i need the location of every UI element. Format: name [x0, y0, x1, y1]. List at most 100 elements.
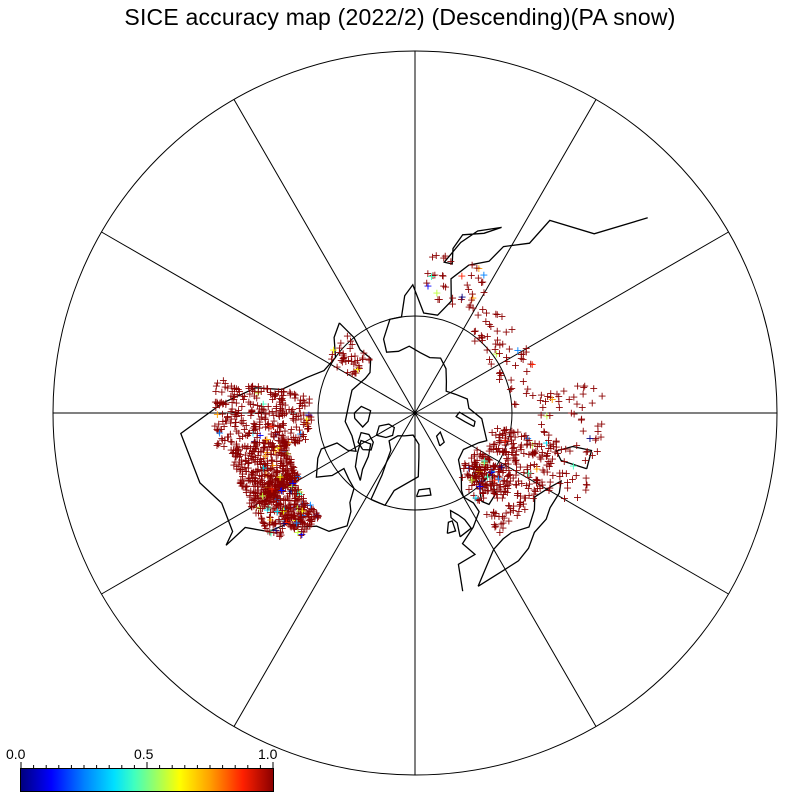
accuracy-marker: + [278, 460, 287, 473]
accuracy-marker: + [241, 449, 250, 462]
coastline [555, 445, 593, 470]
accuracy-marker: + [246, 441, 255, 454]
accuracy-marker: + [255, 496, 264, 509]
accuracy-marker: + [299, 418, 308, 431]
accuracy-marker: + [309, 505, 318, 518]
accuracy-marker: + [517, 352, 526, 365]
accuracy-marker: + [283, 512, 292, 525]
accuracy-marker: + [242, 480, 251, 493]
accuracy-marker: + [512, 454, 521, 467]
accuracy-marker: + [253, 438, 262, 451]
accuracy-marker: + [506, 374, 515, 387]
accuracy-marker: + [287, 456, 296, 469]
accuracy-marker: + [287, 476, 296, 489]
accuracy-marker: + [488, 469, 497, 482]
accuracy-marker: + [274, 434, 283, 447]
accuracy-marker: + [272, 461, 281, 474]
accuracy-marker: + [227, 380, 236, 393]
accuracy-marker: + [247, 404, 256, 417]
accuracy-marker: + [279, 517, 288, 530]
accuracy-marker: + [486, 463, 495, 476]
accuracy-marker: + [271, 474, 280, 487]
accuracy-marker: + [347, 338, 356, 351]
accuracy-marker: + [346, 335, 355, 348]
accuracy-marker: + [277, 433, 286, 446]
accuracy-marker: + [281, 508, 290, 521]
accuracy-marker: + [285, 470, 294, 483]
accuracy-marker: + [491, 338, 500, 351]
accuracy-marker: + [227, 396, 236, 409]
accuracy-marker: + [522, 479, 531, 492]
accuracy-marker: + [257, 473, 266, 486]
accuracy-marker: + [480, 459, 489, 472]
accuracy-marker: + [337, 354, 346, 367]
accuracy-marker: + [252, 440, 261, 453]
accuracy-marker: + [293, 523, 302, 536]
accuracy-marker: + [232, 382, 241, 395]
accuracy-marker: + [230, 390, 239, 403]
accuracy-marker: + [495, 436, 504, 449]
accuracy-marker: + [293, 487, 302, 500]
accuracy-marker: + [299, 518, 308, 531]
accuracy-marker: + [267, 461, 276, 474]
accuracy-marker: + [293, 470, 302, 483]
accuracy-marker: + [261, 434, 270, 447]
accuracy-marker: + [280, 502, 289, 515]
accuracy-marker: + [300, 517, 309, 530]
accuracy-marker: + [217, 423, 226, 436]
accuracy-marker: + [256, 445, 265, 458]
accuracy-marker: + [499, 446, 508, 459]
accuracy-marker: + [238, 468, 247, 481]
accuracy-marker: + [304, 409, 313, 422]
accuracy-marker: + [511, 469, 520, 482]
accuracy-marker: + [255, 455, 264, 468]
accuracy-marker: + [478, 334, 487, 347]
accuracy-marker: + [290, 499, 299, 512]
accuracy-marker: + [481, 451, 490, 464]
accuracy-marker: + [263, 418, 272, 431]
accuracy-marker: + [539, 466, 548, 479]
accuracy-marker: + [212, 396, 221, 409]
accuracy-marker: + [291, 512, 300, 525]
accuracy-marker: + [271, 467, 280, 480]
accuracy-marker: + [290, 494, 299, 507]
accuracy-marker: + [472, 468, 481, 481]
accuracy-marker: + [282, 455, 291, 468]
accuracy-marker: + [266, 489, 275, 502]
accuracy-marker: + [535, 482, 544, 495]
accuracy-marker: + [482, 461, 491, 474]
accuracy-marker: + [493, 470, 502, 483]
accuracy-marker: + [267, 488, 276, 501]
accuracy-marker: + [492, 488, 501, 501]
accuracy-marker: + [308, 503, 317, 516]
accuracy-marker: + [266, 436, 275, 449]
accuracy-marker: + [223, 411, 232, 424]
accuracy-marker: + [278, 472, 287, 485]
accuracy-marker: + [477, 329, 486, 342]
accuracy-marker: + [351, 367, 360, 380]
accuracy-marker: + [249, 417, 258, 430]
accuracy-marker: + [216, 397, 225, 410]
accuracy-marker: + [475, 480, 484, 493]
accuracy-marker: + [516, 443, 525, 456]
accuracy-marker: + [537, 388, 546, 401]
accuracy-marker: + [508, 451, 517, 464]
accuracy-marker: + [211, 396, 220, 409]
accuracy-marker: + [276, 474, 285, 487]
accuracy-marker: + [479, 452, 488, 465]
accuracy-marker: + [302, 414, 311, 427]
accuracy-marker: + [511, 398, 520, 411]
accuracy-marker: + [468, 288, 477, 301]
accuracy-marker: + [278, 429, 287, 442]
accuracy-marker: + [289, 519, 298, 532]
accuracy-marker: + [295, 434, 304, 447]
accuracy-marker: + [278, 435, 287, 448]
accuracy-marker: + [226, 435, 235, 448]
accuracy-marker: + [364, 354, 373, 367]
accuracy-marker: + [260, 468, 269, 481]
accuracy-marker: + [480, 463, 489, 476]
accuracy-marker: + [353, 354, 362, 367]
accuracy-marker: + [475, 450, 484, 463]
accuracy-marker: + [268, 453, 277, 466]
accuracy-marker: + [285, 508, 294, 521]
